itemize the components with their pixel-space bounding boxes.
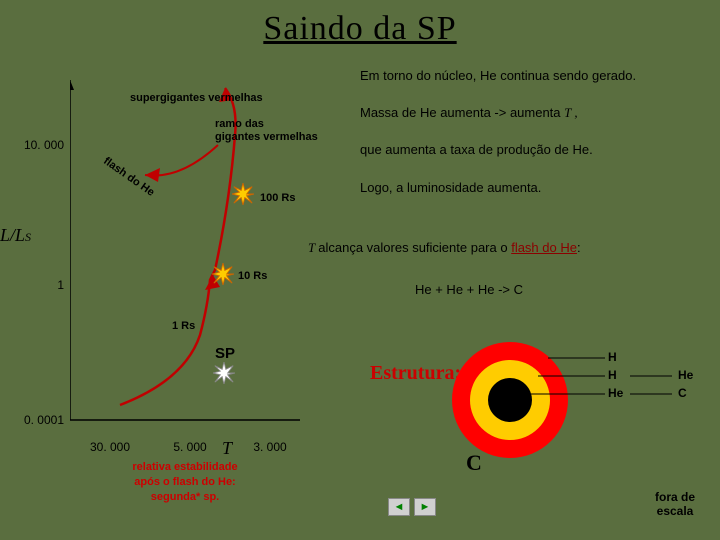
fora-escala: fora de escala (655, 490, 695, 518)
label-he1: He (608, 386, 623, 400)
nav-back-button[interactable]: ◄ (388, 498, 410, 516)
back-icon: ◄ (394, 501, 405, 513)
center-c: C (466, 450, 482, 476)
structure-rings (0, 0, 720, 540)
label-c2: C (678, 386, 687, 400)
forward-icon: ► (420, 501, 431, 513)
label-h2: H (608, 368, 617, 382)
label-he2: He (678, 368, 693, 382)
label-h1: H (608, 350, 617, 364)
nav-forward-button[interactable]: ► (414, 498, 436, 516)
